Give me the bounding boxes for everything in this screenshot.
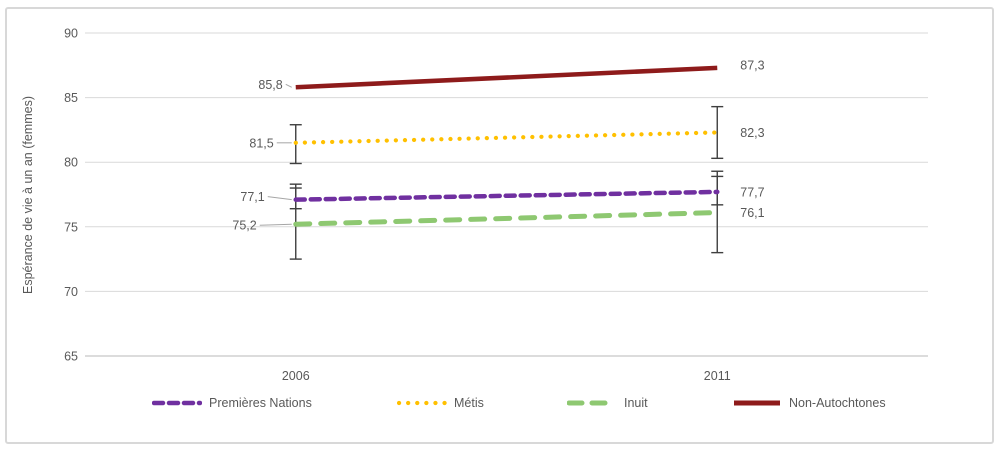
y-tick-label-70: 70 xyxy=(64,285,78,299)
leader-line-non-autochtones xyxy=(285,83,292,88)
data-label-premieres-nations-2006: 77,1 xyxy=(240,190,264,204)
legend-swatch-inuit-icon xyxy=(567,400,617,406)
data-label-inuit-2011: 76,1 xyxy=(740,206,764,220)
legend-item-inuit: Inuit xyxy=(567,395,648,411)
error-bar-inuit-2006 xyxy=(289,183,302,260)
error-bar-metis-2011 xyxy=(711,105,724,160)
data-label-metis-2006: 81,5 xyxy=(249,136,273,150)
x-tick-label-2011: 2011 xyxy=(704,369,731,383)
legend-label: Non-Autochtones xyxy=(789,396,886,410)
data-label-non-autochtones-2006: 85,8 xyxy=(258,78,282,92)
error-bar-inuit-2011 xyxy=(711,170,724,254)
series-line-inuit xyxy=(293,210,720,227)
leader-line-premieres-nations xyxy=(267,196,292,201)
y-tick-label-75: 75 xyxy=(64,220,78,234)
y-tick-label-80: 80 xyxy=(64,156,78,170)
legend-swatch-metis-icon xyxy=(397,400,447,406)
legend-swatch-non-autochtones-icon xyxy=(734,400,780,406)
series-line-premieres-nations xyxy=(293,189,720,202)
legend-item-metis: Métis xyxy=(397,395,484,411)
series-line-metis xyxy=(293,130,720,145)
x-tick-label-2006: 2006 xyxy=(282,369,310,383)
y-tick-label-65: 65 xyxy=(64,350,78,364)
data-label-premieres-nations-2011: 77,7 xyxy=(740,185,764,199)
data-label-non-autochtones-2011: 87,3 xyxy=(740,58,764,72)
series-line-non-autochtones xyxy=(295,65,718,90)
data-label-metis-2011: 82,3 xyxy=(740,126,764,140)
legend-label: Métis xyxy=(454,396,484,410)
legend-item-premieres-nations: Premières Nations xyxy=(152,395,312,411)
legend-item-non-autochtones: Non-Autochtones xyxy=(732,395,886,411)
leader-line-inuit xyxy=(259,223,292,226)
data-label-inuit-2006: 75,2 xyxy=(232,219,256,233)
legend-swatch-premieres-nations-icon xyxy=(152,400,202,406)
legend-label: Premières Nations xyxy=(209,396,312,410)
y-tick-label-90: 90 xyxy=(64,27,78,41)
y-axis-title: Espérance de vie à un an (femmes) xyxy=(21,96,35,294)
legend-label: Inuit xyxy=(624,396,648,410)
y-tick-label-85: 85 xyxy=(64,91,78,105)
